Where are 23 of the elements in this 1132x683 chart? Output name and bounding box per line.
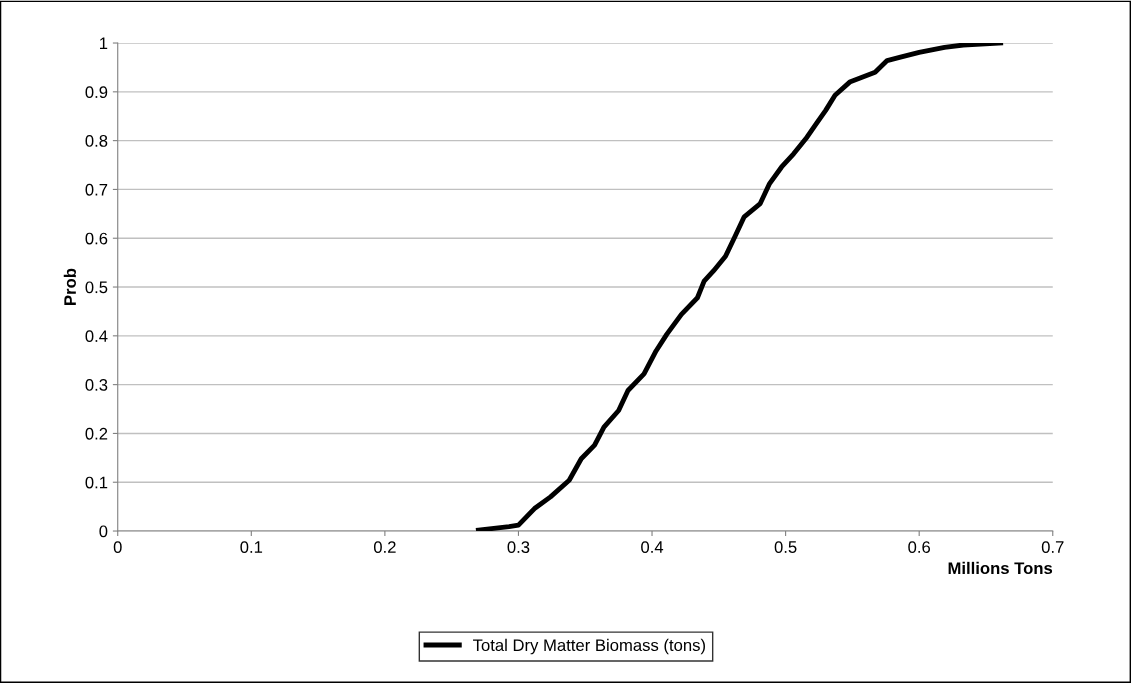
y-tick-label: 0.2 xyxy=(85,427,108,440)
y-axis-title: Prob xyxy=(63,268,76,305)
y-tick-label: 0.6 xyxy=(85,232,108,245)
y-tick-label: 0.8 xyxy=(85,135,108,147)
y-tick-label: 0.4 xyxy=(85,330,108,343)
y-tick-label: 0.5 xyxy=(85,281,108,294)
x-tick-label: 0.1 xyxy=(240,541,263,553)
y-tick-label: 1 xyxy=(100,37,108,50)
legend-label: Total Dry Matter Biomass (tons) xyxy=(473,638,705,655)
x-tick-label: 0.4 xyxy=(641,541,664,553)
line-series xyxy=(475,43,1004,532)
x-tick-label: 0.5 xyxy=(774,541,797,553)
y-tick-label: 0.7 xyxy=(85,183,108,196)
x-tick-label: 0.7 xyxy=(1041,541,1064,553)
x-tick-label: 0 xyxy=(113,541,122,553)
y-tick-label: 0 xyxy=(99,525,108,538)
y-tick-label: 0.9 xyxy=(85,86,108,99)
x-tick-label: 0.3 xyxy=(507,541,530,553)
x-tick-label: 0.6 xyxy=(908,541,931,553)
x-axis-title: Millions Tons xyxy=(948,561,1053,575)
x-tick-label: 0.2 xyxy=(373,541,396,553)
y-tick-label: 0.3 xyxy=(85,379,108,391)
y-tick-label: 0.1 xyxy=(85,476,108,489)
